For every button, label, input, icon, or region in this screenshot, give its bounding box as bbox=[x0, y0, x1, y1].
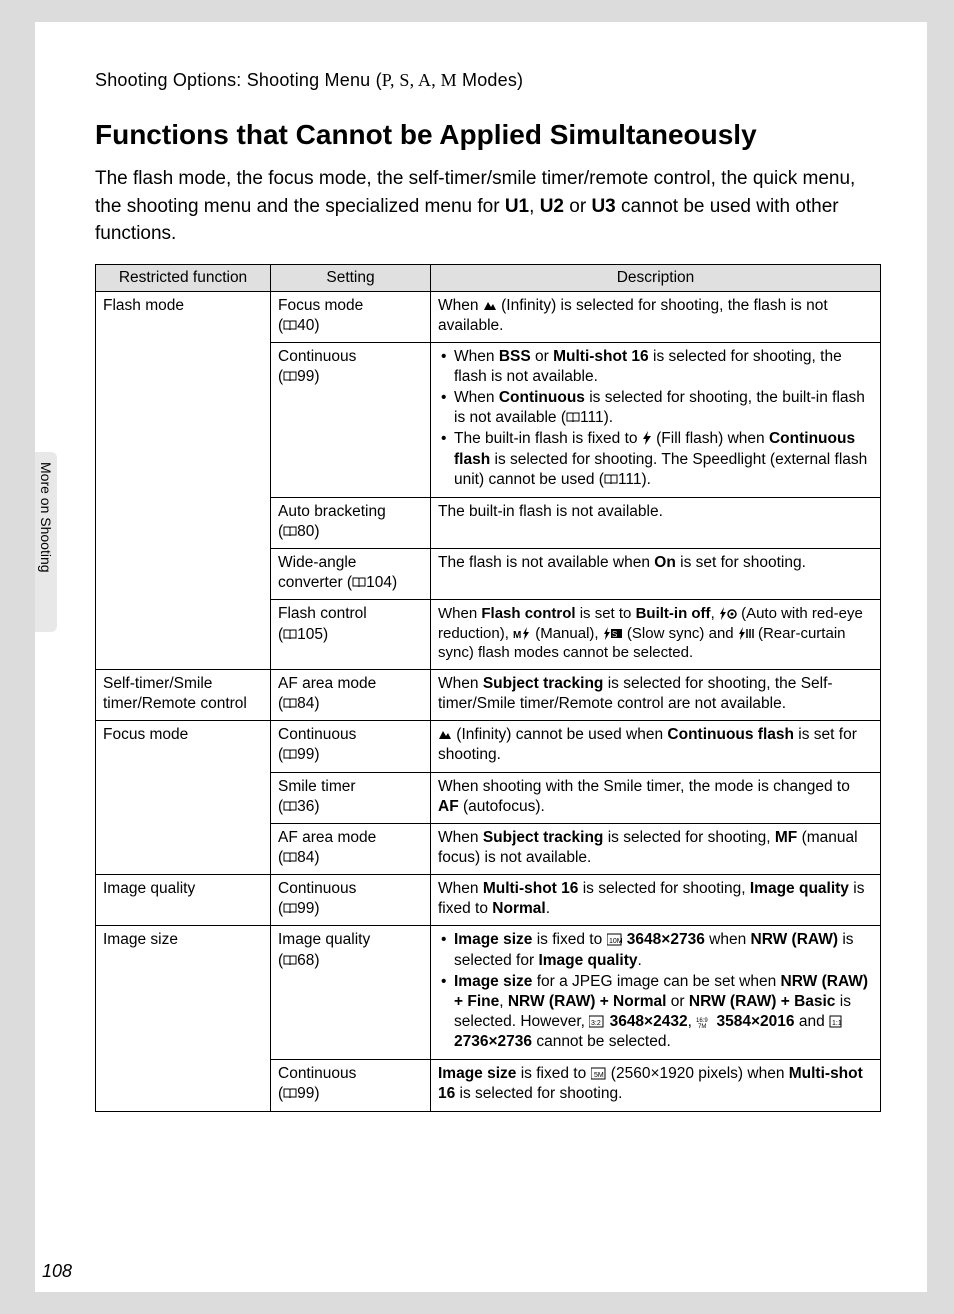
table-row: Focus mode Continuous (99) (Infinity) ca… bbox=[96, 721, 881, 772]
setting-cell: Auto bracketing (80) bbox=[271, 497, 431, 548]
func-selftimer: Self-timer/Smile timer/Remote control bbox=[96, 669, 271, 720]
setting-cell: Image quality (68) bbox=[271, 926, 431, 1060]
func-focus: Focus mode bbox=[96, 721, 271, 875]
book-icon bbox=[283, 903, 297, 914]
setting-cell: Continuous (99) bbox=[271, 875, 431, 926]
size-169-icon: 16:97M bbox=[696, 1015, 712, 1028]
desc-cell: Image size is fixed to 10M 3648×2736 whe… bbox=[431, 926, 881, 1060]
auto-redeye-icon bbox=[719, 607, 737, 620]
book-icon bbox=[283, 1088, 297, 1099]
desc-cell: When Flash control is set to Built-in of… bbox=[431, 600, 881, 670]
setting-cell: Continuous (99) bbox=[271, 1060, 431, 1111]
setting-cell: Continuous (99) bbox=[271, 342, 431, 497]
func-is: Image size bbox=[96, 926, 271, 1111]
svg-text:S: S bbox=[612, 630, 617, 639]
book-icon bbox=[283, 320, 297, 331]
side-tab-label: More on Shooting bbox=[38, 462, 54, 573]
size-11-icon: 1:1 bbox=[829, 1015, 843, 1028]
manual-page: Shooting Options: Shooting Menu (P, S, A… bbox=[35, 22, 927, 1292]
intro-paragraph: The flash mode, the focus mode, the self… bbox=[95, 165, 881, 248]
desc-cell: The flash is not available when On is se… bbox=[431, 549, 881, 600]
setting-cell: AF area mode (84) bbox=[271, 823, 431, 874]
desc-cell: When Multi-shot 16 is selected for shoot… bbox=[431, 875, 881, 926]
svg-text:10M: 10M bbox=[609, 938, 623, 945]
desc-cell: When Subject tracking is selected for sh… bbox=[431, 669, 881, 720]
func-iq: Image quality bbox=[96, 875, 271, 926]
book-icon bbox=[283, 955, 297, 966]
book-icon bbox=[283, 371, 297, 382]
book-icon bbox=[283, 852, 297, 863]
breadcrumb-modes: P, S, A, M bbox=[382, 70, 457, 90]
desc-cell: (Infinity) cannot be used when Continuou… bbox=[431, 721, 881, 772]
breadcrumb-prefix: Shooting Options: Shooting Menu ( bbox=[95, 70, 382, 90]
desc-cell: When (Infinity) is selected for shooting… bbox=[431, 291, 881, 342]
desc-cell: When shooting with the Smile timer, the … bbox=[431, 772, 881, 823]
page-number: 108 bbox=[42, 1261, 72, 1282]
table-row: Image quality Continuous (99) When Multi… bbox=[96, 875, 881, 926]
page-title: Functions that Cannot be Applied Simulta… bbox=[95, 119, 881, 151]
table-row: Image size Image quality (68) Image size… bbox=[96, 926, 881, 1060]
book-icon bbox=[566, 412, 580, 423]
manual-flash-icon: M bbox=[513, 627, 531, 640]
breadcrumb-suffix: Modes) bbox=[457, 70, 523, 90]
desc-cell: When Subject tracking is selected for sh… bbox=[431, 823, 881, 874]
setting-cell: Wide-angle converter (104) bbox=[271, 549, 431, 600]
svg-text:5M: 5M bbox=[594, 1072, 604, 1079]
col-description: Description bbox=[431, 264, 881, 291]
svg-text:M: M bbox=[513, 630, 521, 640]
breadcrumb: Shooting Options: Shooting Menu (P, S, A… bbox=[95, 70, 881, 91]
svg-text:3:2: 3:2 bbox=[591, 1020, 601, 1027]
col-restricted: Restricted function bbox=[96, 264, 271, 291]
size-32-icon: 3:2 bbox=[589, 1015, 605, 1028]
book-icon bbox=[283, 698, 297, 709]
book-icon bbox=[352, 577, 366, 588]
size-5m-icon: 5M bbox=[591, 1067, 607, 1080]
func-flash: Flash mode bbox=[96, 291, 271, 669]
book-icon bbox=[604, 474, 618, 485]
infinity-mountain-icon bbox=[483, 300, 497, 311]
fill-flash-icon bbox=[642, 431, 652, 445]
svg-text:1:1: 1:1 bbox=[832, 1020, 842, 1027]
table-row: Flash mode Focus mode (40) When (Infinit… bbox=[96, 291, 881, 342]
setting-cell: Continuous (99) bbox=[271, 721, 431, 772]
size-10m-icon: 10M bbox=[607, 933, 623, 946]
table-row: Self-timer/Smile timer/Remote control AF… bbox=[96, 669, 881, 720]
book-icon bbox=[283, 629, 297, 640]
desc-cell: The built-in flash is not available. bbox=[431, 497, 881, 548]
slow-sync-icon: S bbox=[603, 627, 623, 640]
book-icon bbox=[283, 526, 297, 537]
setting-cell: Focus mode (40) bbox=[271, 291, 431, 342]
restrictions-table: Restricted function Setting Description … bbox=[95, 264, 881, 1112]
book-icon bbox=[283, 801, 297, 812]
book-icon bbox=[283, 749, 297, 760]
setting-cell: Smile timer (36) bbox=[271, 772, 431, 823]
setting-cell: Flash control (105) bbox=[271, 600, 431, 670]
setting-cell: AF area mode (84) bbox=[271, 669, 431, 720]
infinity-mountain-icon bbox=[438, 729, 452, 740]
svg-text:7M: 7M bbox=[698, 1024, 706, 1028]
col-setting: Setting bbox=[271, 264, 431, 291]
desc-cell: When BSS or Multi-shot 16 is selected fo… bbox=[431, 342, 881, 497]
rear-curtain-icon bbox=[738, 627, 754, 640]
desc-cell: Image size is fixed to 5M (2560×1920 pix… bbox=[431, 1060, 881, 1111]
